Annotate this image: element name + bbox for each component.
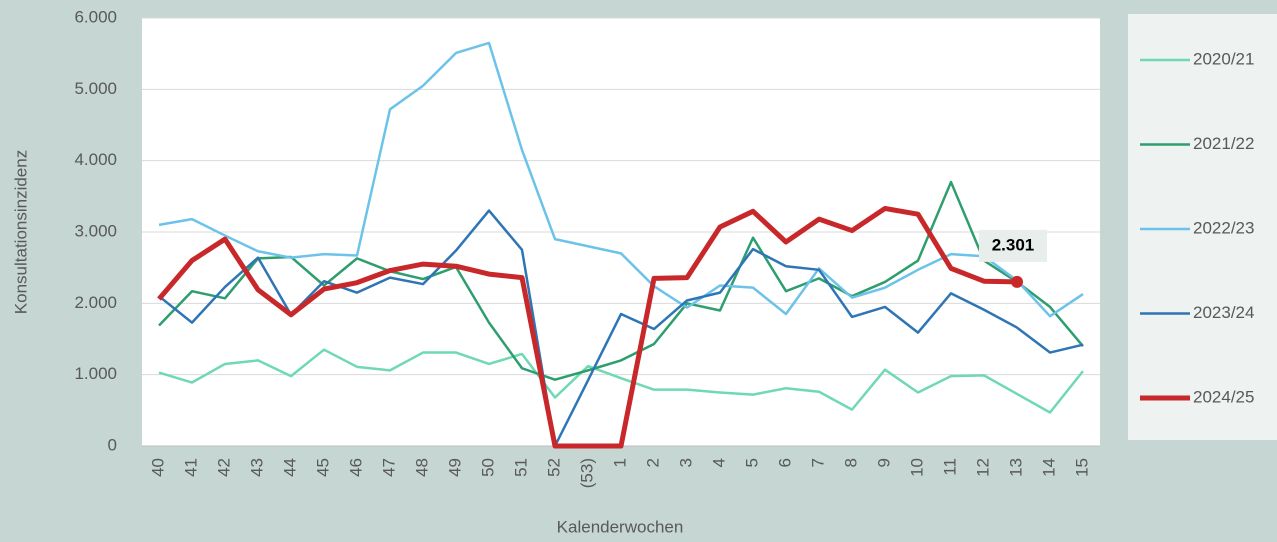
y-tick-label: 4.000 — [74, 150, 117, 169]
x-tick-label: 4 — [709, 458, 728, 467]
x-axis-label: Kalenderwochen — [557, 517, 684, 536]
x-tick-label: 8 — [841, 458, 860, 467]
x-tick-label: 52 — [544, 458, 563, 477]
legend-box — [1128, 14, 1277, 440]
x-tick-label: 43 — [247, 458, 266, 477]
legend-label: 2024/25 — [1193, 387, 1254, 406]
x-tick-label: 48 — [412, 458, 431, 477]
x-tick-label: 12 — [973, 458, 992, 477]
y-tick-label: 5.000 — [74, 79, 117, 98]
y-tick-label: 2.000 — [74, 293, 117, 312]
x-tick-label: 42 — [214, 458, 233, 477]
y-axis-label: Konsultationsinzidenz — [11, 150, 30, 314]
y-tick-label: 1.000 — [74, 364, 117, 383]
x-tick-label: 51 — [511, 458, 530, 477]
x-tick-label: 46 — [346, 458, 365, 477]
x-tick-label: 6 — [775, 458, 794, 467]
y-tick-label: 0 — [108, 435, 117, 454]
x-tick-label: 40 — [148, 458, 167, 477]
x-tick-label: 10 — [907, 458, 926, 477]
legend-label: 2020/21 — [1193, 49, 1254, 68]
series-line — [158, 41, 1084, 318]
data-label-box — [979, 229, 1047, 262]
x-tick-label: 3 — [676, 458, 695, 467]
legend-label: 2021/22 — [1193, 134, 1254, 153]
series-line — [157, 205, 1018, 449]
x-tick-label: 49 — [445, 458, 464, 477]
x-tick-label: 45 — [313, 458, 332, 477]
x-tick-label: 41 — [181, 458, 200, 477]
x-tick-label: 9 — [874, 458, 893, 467]
x-tick-label: 11 — [940, 458, 959, 476]
x-tick-label: 2 — [643, 458, 662, 467]
x-tick-label: 44 — [280, 458, 299, 477]
x-tick-label: (53) — [577, 458, 596, 488]
data-point — [1011, 275, 1023, 288]
x-tick-label: 7 — [808, 458, 827, 467]
series-line — [158, 348, 1084, 414]
x-tick-label: 1 — [610, 458, 629, 467]
x-tick-label: 47 — [379, 458, 398, 477]
legend-label: 2022/23 — [1193, 218, 1254, 237]
y-tick-label: 3.000 — [74, 221, 117, 240]
series-line — [158, 209, 1084, 448]
data-label: 2.301 — [992, 235, 1035, 254]
x-tick-label: 50 — [478, 458, 497, 477]
x-tick-label: 5 — [742, 458, 761, 467]
x-tick-label: 15 — [1072, 458, 1091, 477]
x-tick-label: 13 — [1006, 458, 1025, 477]
y-tick-label: 6.000 — [74, 7, 117, 26]
legend-label: 2023/24 — [1193, 303, 1254, 322]
x-tick-label: 14 — [1039, 458, 1058, 477]
